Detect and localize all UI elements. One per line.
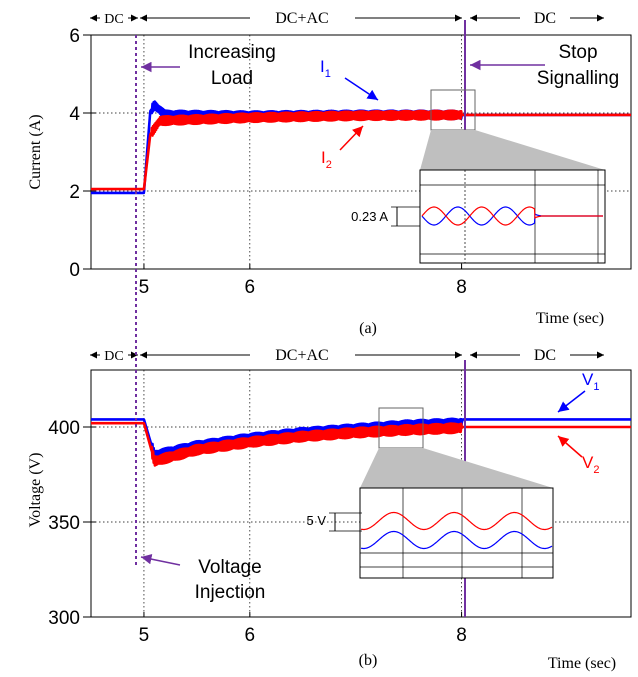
voltage-injection-label-line1: Voltage bbox=[198, 557, 261, 578]
y-tick-label: 2 bbox=[69, 182, 80, 203]
y-tick-label: 4 bbox=[69, 104, 80, 125]
inset-b-wave-v2 bbox=[360, 511, 553, 531]
x-tick-label: 5 bbox=[139, 625, 150, 646]
series-label-i1: I1 bbox=[320, 57, 331, 80]
region-label-dc-post: DC bbox=[534, 10, 556, 27]
i1-arrow bbox=[344, 77, 379, 101]
increasing-load-label-line2: Load bbox=[211, 68, 253, 89]
panel-a-inset: 0.23 A bbox=[351, 169, 606, 264]
i2-arrow bbox=[339, 125, 364, 151]
y-tick-label: 400 bbox=[48, 418, 80, 439]
voltage-injection-arrow bbox=[140, 553, 181, 566]
panel-a-xlabel: Time (sec) bbox=[536, 310, 604, 327]
panel-b-ylabel: Voltage (V) bbox=[27, 453, 44, 528]
region-label-b-dc-pre: DC bbox=[104, 349, 123, 364]
panel-b-grid bbox=[91, 370, 631, 617]
panel-a-ylabel: Current (A) bbox=[27, 114, 44, 189]
region-label-b-dc-post: DC bbox=[534, 347, 556, 364]
x-tick-label: 6 bbox=[245, 277, 256, 298]
panel-b-inset: 5 V bbox=[306, 487, 554, 579]
inset-b-annotation: 5 V bbox=[306, 513, 326, 528]
x-tick-label: 6 bbox=[245, 625, 256, 646]
y-tick-label: 300 bbox=[48, 608, 80, 629]
x-tick-label: 8 bbox=[456, 625, 467, 646]
panel-a-series bbox=[90, 100, 632, 195]
region-label-b-dc-ac: DC+AC bbox=[275, 347, 328, 364]
v2-arrow bbox=[557, 435, 583, 458]
series-label-i2: I2 bbox=[321, 148, 332, 171]
series-line-v2 bbox=[90, 421, 632, 467]
increasing-load-label-line1: Increasing bbox=[188, 42, 276, 63]
panel-b-xlabel: Time (sec) bbox=[548, 655, 616, 672]
panel-a: DC DC+AC DC Increasing Load Stop Signall… bbox=[27, 10, 632, 337]
voltage-injection-label-line2: Injection bbox=[195, 582, 266, 603]
y-tick-label: 0 bbox=[69, 260, 80, 281]
x-tick-label: 5 bbox=[139, 277, 150, 298]
panel-b-frame bbox=[90, 369, 632, 618]
panel-a-axes: 5 6 8 0 2 4 6 bbox=[69, 26, 466, 298]
inset-a-annotation: 0.23 A bbox=[351, 209, 388, 224]
series-label-v2: V2 bbox=[582, 453, 599, 476]
y-tick-label: 350 bbox=[48, 513, 80, 534]
panel-b: DC DC+AC DC Voltage Injection V1 V2 5 V bbox=[27, 292, 632, 672]
panel-b-zoom-shade bbox=[360, 448, 553, 488]
x-tick-label: 8 bbox=[456, 277, 467, 298]
panel-a-zoom-shade bbox=[420, 130, 605, 170]
series-label-v1: V1 bbox=[582, 370, 599, 393]
inset-b-wave-v1 bbox=[360, 530, 553, 550]
panel-b-label: (b) bbox=[359, 652, 378, 669]
v1-arrow bbox=[557, 390, 586, 413]
series-line-i2 bbox=[90, 109, 632, 191]
panel-a-label: (a) bbox=[359, 320, 377, 337]
y-tick-label: 6 bbox=[69, 26, 80, 47]
stop-signalling-label-line1: Stop bbox=[558, 42, 597, 63]
region-label-dc-pre: DC bbox=[104, 12, 123, 27]
panel-b-axes: 5 6 8 300 350 400 bbox=[48, 418, 467, 646]
region-label-dc-ac: DC+AC bbox=[275, 10, 328, 27]
panel-b-series bbox=[90, 417, 632, 467]
stop-signalling-label-line2: Signalling bbox=[537, 68, 619, 89]
inset-a-wave-i2 bbox=[421, 206, 603, 226]
panel-a-frame bbox=[90, 34, 632, 270]
